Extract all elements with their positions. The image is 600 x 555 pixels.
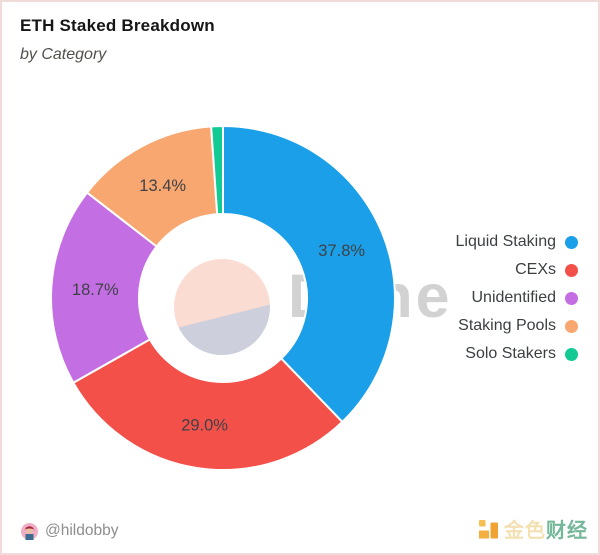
legend-label: Unidentified [471, 289, 557, 306]
legend-dot [565, 263, 578, 277]
legend-dot [565, 319, 578, 333]
legend-dot [565, 291, 578, 305]
slice-solo-stakers[interactable] [210, 124, 224, 216]
legend-label: Solo Stakers [465, 345, 556, 362]
slice-percent-label: 37.8% [318, 242, 365, 260]
slice-percent-label: 29.0% [181, 417, 228, 435]
jinse-logo-icon [479, 520, 498, 539]
legend-label: Liquid Staking [455, 233, 556, 250]
slice-percent-label: 13.4% [139, 177, 186, 195]
legend-dot [565, 235, 578, 249]
slice-percent-label: 18.7% [72, 281, 119, 299]
legend-item-staking-pools[interactable]: Staking Pools [458, 315, 578, 337]
legend-item-unidentified[interactable]: Unidentified [471, 287, 578, 309]
legend-label: Staking Pools [458, 317, 556, 334]
author-avatar [21, 522, 38, 540]
logo-text-gold: 金色 [504, 520, 546, 542]
chart-legend: Liquid Staking CEXs Unidentified Staking Po… [455, 231, 578, 365]
logo-text-green: 财经 [546, 520, 588, 542]
legend-dot [565, 347, 578, 361]
legend-label: CEXs [515, 261, 556, 278]
legend-item-liquid-staking[interactable]: Liquid Staking [455, 231, 578, 253]
slice-unidentified[interactable] [50, 191, 158, 384]
jinse-finance-logo: 金色财经 [478, 514, 588, 543]
legend-item-solo-stakers[interactable]: Solo Stakers [465, 343, 578, 365]
slice-cexs[interactable] [72, 338, 344, 471]
slice-liquid-staking[interactable] [222, 125, 396, 423]
page-title: ETH Staked Breakdown [20, 16, 215, 35]
legend-item-cexs[interactable]: CEXs [515, 259, 578, 281]
author-attribution: @hildobby [21, 522, 118, 540]
chart-subtitle: by Category [20, 46, 107, 63]
author-handle: @hildobby [45, 522, 119, 539]
center-badge [174, 259, 270, 355]
